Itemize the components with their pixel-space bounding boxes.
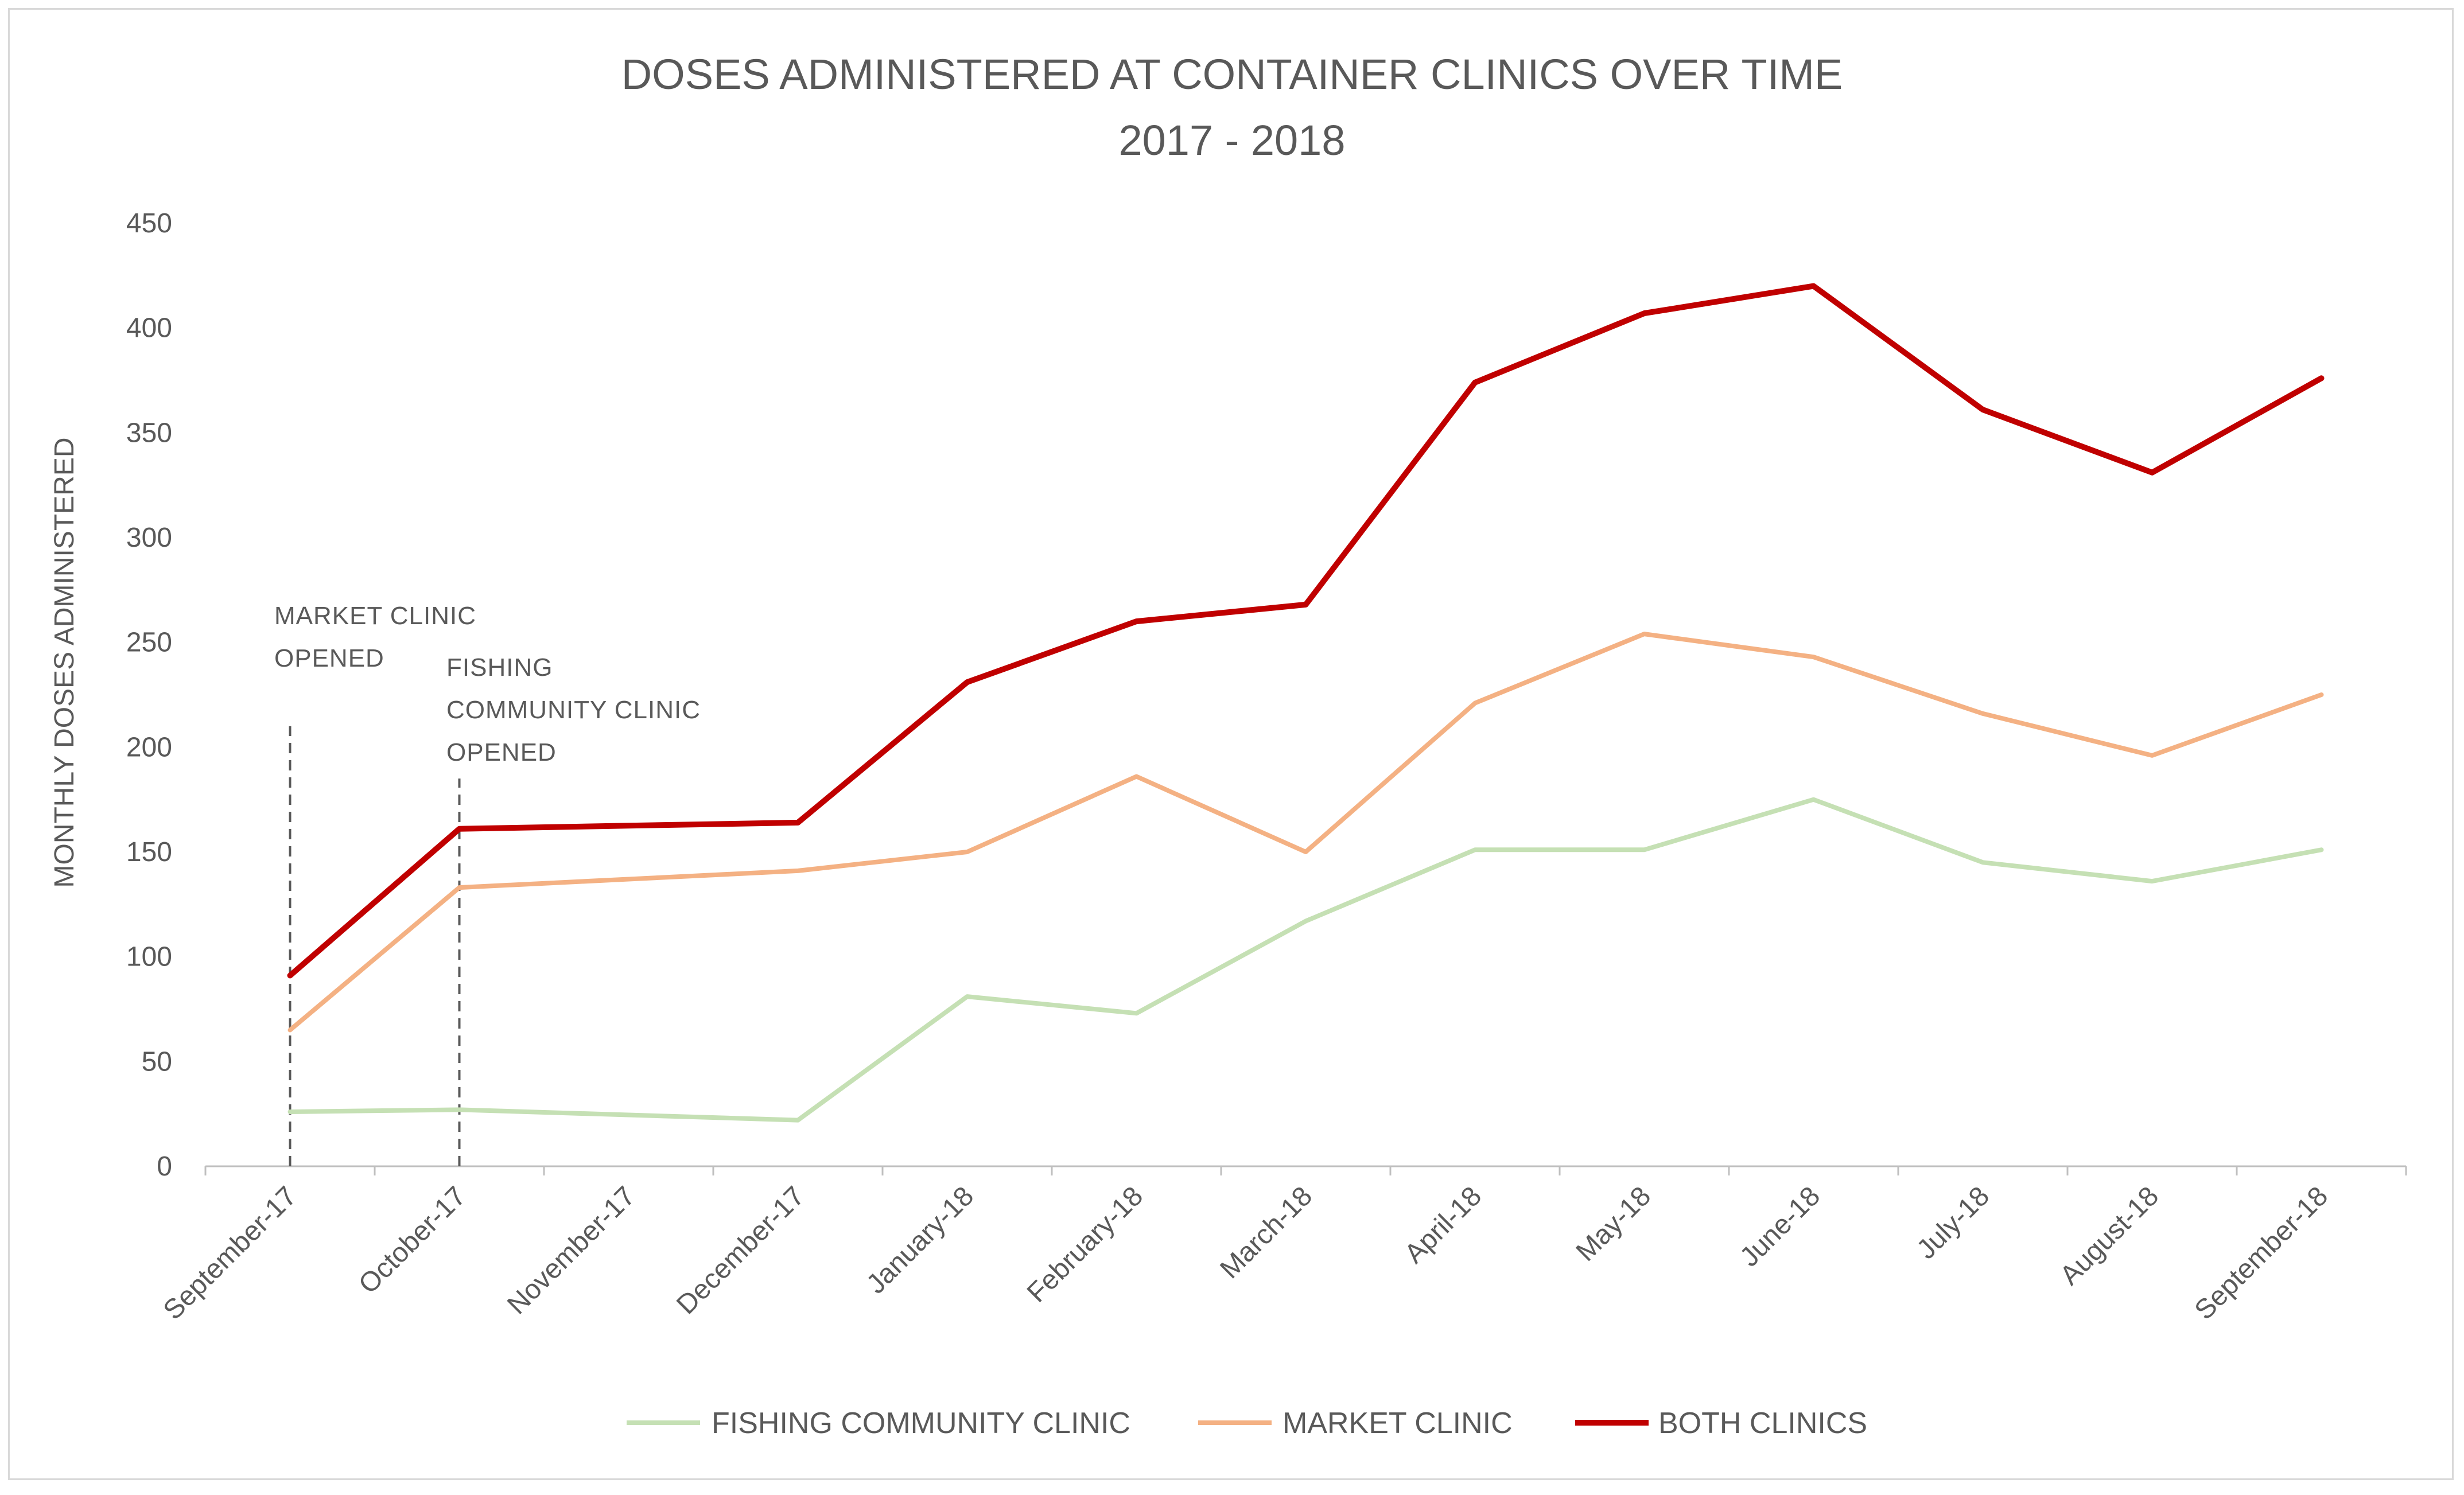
data-point-fishing-community-clinic: [796, 1118, 800, 1123]
annotation-text: OPENED: [446, 738, 557, 766]
legend-label-market-clinic: MARKET CLINIC: [1282, 1407, 1513, 1440]
data-point-market-clinic: [2319, 692, 2324, 697]
y-tick-label: 50: [142, 1046, 172, 1077]
x-tick-label: September-18: [2189, 1181, 2334, 1326]
data-point-fishing-community-clinic: [2150, 879, 2155, 883]
data-point-market-clinic: [1473, 701, 1478, 706]
data-point-both-clinics: [2150, 470, 2155, 475]
x-tick-label: October-17: [353, 1181, 472, 1299]
annotation-text: MARKET CLINIC: [274, 602, 476, 630]
data-point-both-clinics: [457, 827, 462, 831]
data-point-fishing-community-clinic: [457, 1107, 462, 1112]
data-point-market-clinic: [457, 885, 462, 890]
data-point-both-clinics: [1981, 407, 1985, 412]
y-tick-label: 450: [126, 208, 172, 239]
data-point-market-clinic: [1981, 711, 1985, 716]
x-tick-label: November-17: [502, 1181, 641, 1320]
data-point-fishing-community-clinic: [288, 1109, 293, 1114]
series-lines: [287, 283, 2325, 1123]
annotation-text: COMMUNITY CLINIC: [446, 696, 701, 724]
data-point-fishing-community-clinic: [1304, 919, 1308, 924]
data-point-market-clinic: [796, 869, 800, 873]
data-point-market-clinic: [1134, 774, 1139, 779]
annotation-text: OPENED: [274, 644, 384, 672]
data-point-both-clinics: [965, 680, 970, 684]
y-axis-ticks: 0 50 100 150 200 250 300 350 400 450: [126, 208, 172, 1182]
data-point-fishing-community-clinic: [1473, 847, 1478, 852]
y-tick-label: 100: [126, 942, 172, 972]
chart-frame: [8, 8, 2454, 1480]
data-point-both-clinics: [1473, 380, 1478, 385]
y-tick-label: 150: [126, 837, 172, 867]
x-tick-label: July-18: [1911, 1181, 1995, 1265]
data-point-fishing-community-clinic: [1642, 847, 1647, 852]
data-point-both-clinics: [1304, 602, 1308, 607]
chart-title: DOSES ADMINISTERED AT CONTAINER CLINICS …: [621, 50, 1843, 98]
y-tick-label: 200: [126, 732, 172, 762]
data-point-market-clinic: [2150, 753, 2155, 758]
data-point-market-clinic: [1812, 655, 1816, 659]
x-tick-label: September-17: [158, 1181, 303, 1326]
y-axis-label: MONTHLY DOSES ADMINISTERED: [49, 437, 80, 887]
y-tick-label: 250: [126, 628, 172, 658]
x-tick-label: June-18: [1734, 1181, 1826, 1272]
chart-subtitle: 2017 - 2018: [1118, 116, 1345, 164]
x-tick-label: February-18: [1021, 1181, 1149, 1308]
x-tick-label: August-18: [2054, 1181, 2164, 1291]
data-point-fishing-community-clinic: [1134, 1011, 1139, 1015]
y-tick-label: 0: [157, 1151, 172, 1182]
data-point-fishing-community-clinic: [965, 994, 970, 999]
data-point-both-clinics: [1812, 284, 1816, 289]
x-tick-label: December-17: [671, 1181, 810, 1320]
legend-label-fishing-community-clinic: FISHING COMMUNITY CLINIC: [712, 1407, 1130, 1440]
data-point-fishing-community-clinic: [1981, 860, 1985, 865]
data-point-market-clinic: [1642, 632, 1647, 636]
data-point-fishing-community-clinic: [1812, 797, 1816, 802]
x-tick-label: March-18: [1214, 1181, 1318, 1284]
data-point-both-clinics: [1642, 311, 1647, 316]
x-tick-label: April-18: [1399, 1181, 1487, 1269]
legend: FISHING COMMUNITY CLINIC MARKET CLINIC BOT…: [627, 1407, 1867, 1440]
annotations: MARKET CLINIC OPENED FISHING COMMUNITY CLIN…: [274, 602, 701, 1166]
x-tick-label: May-18: [1571, 1181, 1657, 1267]
data-point-both-clinics: [1134, 619, 1139, 624]
series-line-fishing-community-clinic: [287, 797, 2324, 1123]
y-tick-label: 300: [126, 523, 172, 553]
data-point-market-clinic: [965, 850, 970, 854]
x-axis: September-17 October-17 November-17 Decembe…: [158, 1165, 2407, 1326]
series-line-both-clinics: [287, 283, 2325, 979]
data-point-both-clinics: [796, 820, 800, 825]
x-tick-label: January-18: [861, 1181, 980, 1299]
data-point-market-clinic: [1304, 850, 1308, 854]
legend-label-both-clinics: BOTH CLINICS: [1658, 1407, 1867, 1440]
data-point-both-clinics: [288, 974, 293, 978]
y-tick-label: 400: [126, 313, 172, 344]
series-line-market-clinic: [287, 632, 2324, 1033]
data-point-market-clinic: [288, 1028, 293, 1033]
data-point-fishing-community-clinic: [2319, 847, 2324, 852]
y-tick-label: 350: [126, 418, 172, 448]
data-point-both-clinics: [2319, 376, 2324, 380]
annotation-text: FISHING: [446, 653, 553, 682]
